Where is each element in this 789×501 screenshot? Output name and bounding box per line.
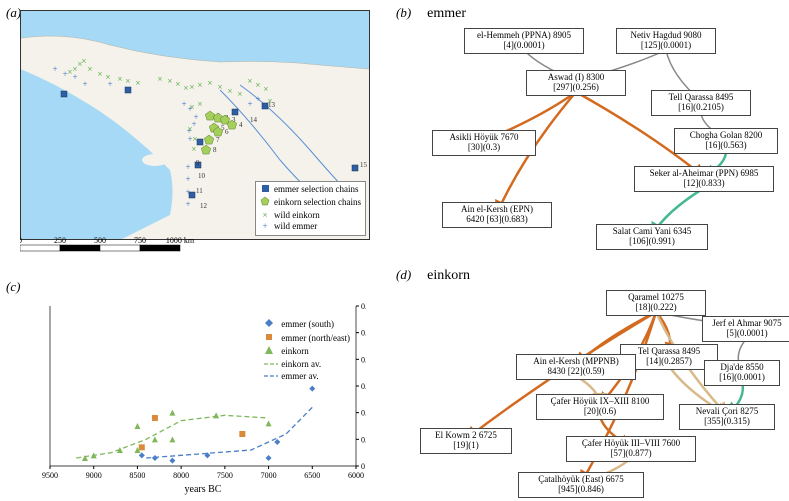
svg-text:×: × <box>157 74 162 84</box>
svg-text:×: × <box>197 99 202 109</box>
svg-text:12: 12 <box>200 202 208 210</box>
svg-text:0.003: 0.003 <box>361 382 366 391</box>
node-jer: Jerf el Ahmar 9075[5](0.0001) <box>702 316 789 342</box>
svg-text:7: 7 <box>216 136 220 144</box>
svg-text:13: 13 <box>268 101 276 109</box>
svg-text:+: + <box>187 134 192 144</box>
svg-text:×: × <box>255 80 260 90</box>
svg-text:×: × <box>191 144 196 154</box>
panel-a-map: (a) ×××××××××××××××××××××××××××××+++++++… <box>6 4 380 272</box>
svg-text:×: × <box>217 82 222 92</box>
svg-text:250: 250 <box>54 236 66 245</box>
svg-text:6000: 6000 <box>348 471 364 480</box>
svg-text:×: × <box>247 76 252 86</box>
node-caf9: Çafer Höyük IX–XIII 8100[20](0.6) <box>536 394 664 420</box>
svg-text:+: + <box>185 174 190 184</box>
node-sal: Salat Cami Yani 6345[106](0.991) <box>596 224 708 250</box>
svg-text:×: × <box>183 83 188 93</box>
svg-text:750: 750 <box>134 236 146 245</box>
svg-text:years BC: years BC <box>185 484 222 495</box>
svg-text:9500: 9500 <box>42 471 58 480</box>
svg-text:9000: 9000 <box>86 471 102 480</box>
svg-text:8: 8 <box>213 146 217 154</box>
node-tel: Tell Qarassa 8495[16](0.2105) <box>651 90 751 116</box>
svg-text:7000: 7000 <box>261 471 277 480</box>
svg-text:10: 10 <box>198 172 206 180</box>
svg-text:+: + <box>185 162 190 172</box>
svg-text:0: 0 <box>20 236 22 245</box>
svg-text:+: + <box>82 79 87 89</box>
node-asw: Aswad (I) 8300[297](0.256) <box>526 70 626 96</box>
node-dja: Dja'de 8550[16](0.0001) <box>704 360 780 386</box>
panel-c-label: (c) <box>6 279 20 294</box>
svg-text:0.004: 0.004 <box>361 355 366 364</box>
node-cat: Çatalhöyük (East) 6675[945](0.846) <box>518 472 644 498</box>
svg-text:×: × <box>97 69 102 79</box>
svg-text:×: × <box>227 86 232 96</box>
panel-d-einkorn-graph: (d) einkorn Qaramel 10275[18](0.222)Jerf… <box>396 266 786 496</box>
svg-text:1000 km: 1000 km <box>166 236 195 245</box>
svg-text:7500: 7500 <box>217 471 233 480</box>
svg-text:14: 14 <box>250 116 258 124</box>
panel-b-emmer-graph: (b) emmer el-Hemmeh (PPNA) 8905[4](0.000… <box>396 4 786 260</box>
svg-text:×: × <box>87 64 92 74</box>
svg-text:4: 4 <box>239 121 243 129</box>
map-scalebar: 0 250 500 750 1000 km <box>20 235 240 260</box>
svg-text:×: × <box>175 79 180 89</box>
svg-text:×: × <box>135 78 140 88</box>
node-elk: El Kowm 2 6725[19](1) <box>420 428 512 454</box>
map-legend: emmer selection chainseinkorn selection … <box>255 181 366 236</box>
svg-text:500: 500 <box>94 236 106 245</box>
node-ain: Ain el-Kersh (EPN)6420 [63](0.683) <box>442 202 552 228</box>
svg-text:+: + <box>255 94 260 104</box>
node-nev: Nevali Çori 8275[355](0.315) <box>679 404 775 430</box>
svg-text:+: + <box>72 72 77 82</box>
chart-legend: emmer (south)emmer (north/east)einkornei… <box>264 318 350 382</box>
svg-text:×: × <box>167 76 172 86</box>
svg-text:×: × <box>189 82 194 92</box>
node-cho: Chogha Golan 8200[16](0.563) <box>674 128 778 154</box>
svg-text:9: 9 <box>196 159 200 167</box>
svg-text:6: 6 <box>225 128 229 136</box>
svg-text:0: 0 <box>361 462 365 471</box>
svg-text:+: + <box>187 104 192 114</box>
node-sek: Seker al-Aheimar (PPN) 6985[12](0.833) <box>634 166 774 192</box>
svg-text:+: + <box>247 99 252 109</box>
svg-text:+: + <box>191 119 196 129</box>
svg-text:+: + <box>107 79 112 89</box>
svg-text:15: 15 <box>360 161 368 169</box>
map-frame: ×××××××××××××××××××××××××××××+++++++++++… <box>20 10 370 240</box>
svg-text:0.001: 0.001 <box>361 435 366 444</box>
node-elh: el-Hemmeh (PPNA) 8905[4](0.0001) <box>464 28 584 54</box>
panel-a-label: (a) <box>6 5 21 20</box>
panel-c-chart: (c) 9500 9000 8500 8000 7500 7000 6500 60000 0.0… <box>6 278 380 496</box>
svg-text:+: + <box>62 69 67 79</box>
svg-text:0.006: 0.006 <box>361 302 366 311</box>
svg-text:0.005: 0.005 <box>361 329 366 338</box>
svg-text:8500: 8500 <box>129 471 145 480</box>
svg-text:×: × <box>263 84 268 94</box>
svg-text:6500: 6500 <box>304 471 320 480</box>
node-asi: Asikli Höyük 7670[30](0.3) <box>432 130 536 156</box>
svg-text:0.002: 0.002 <box>361 409 366 418</box>
node-aink: Ain el-Kersh (MPPNB)8430 [22](0.59) <box>516 354 636 380</box>
svg-text:8000: 8000 <box>173 471 189 480</box>
svg-text:×: × <box>207 78 212 88</box>
svg-text:+: + <box>52 64 57 74</box>
svg-text:×: × <box>237 89 242 99</box>
svg-text:×: × <box>125 76 130 86</box>
node-net: Netiv Hagdud 9080[125](0.0001) <box>616 28 716 54</box>
svg-text:+: + <box>185 199 190 209</box>
svg-text:×: × <box>81 56 86 66</box>
svg-text:×: × <box>197 80 202 90</box>
svg-text:11: 11 <box>196 187 203 195</box>
node-qar: Qaramel 10275[18](0.222) <box>606 290 706 316</box>
node-caf3: Çafer Höyük III–VIII 7600[57](0.877) <box>566 436 696 462</box>
svg-text:+: + <box>181 99 186 109</box>
svg-text:×: × <box>117 74 122 84</box>
